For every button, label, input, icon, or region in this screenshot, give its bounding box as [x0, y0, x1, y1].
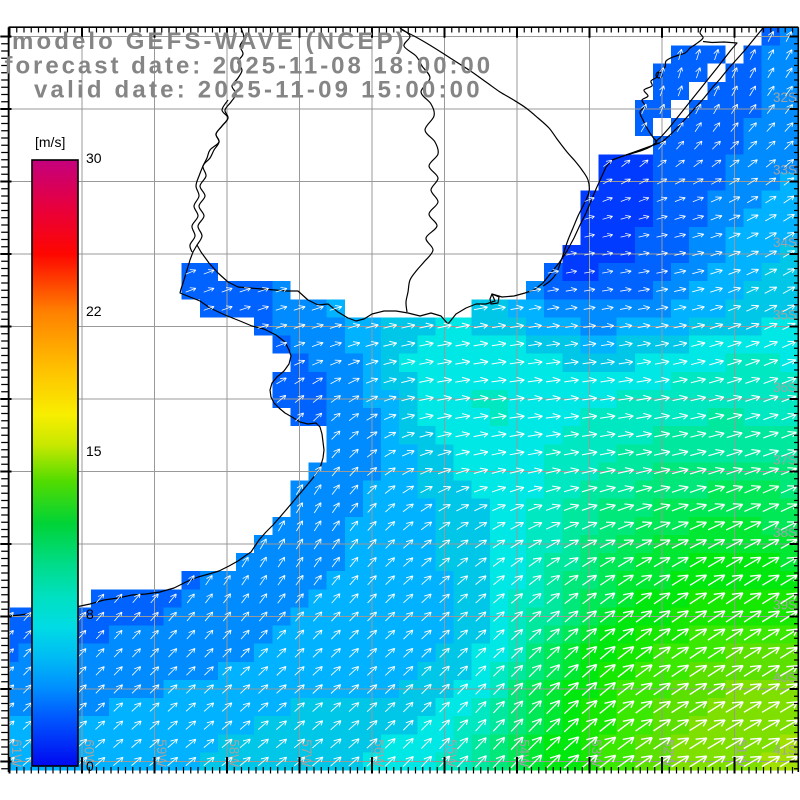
svg-text:34S: 34S [773, 235, 797, 250]
svg-text:57W: 57W [299, 739, 314, 767]
svg-text:40S: 40S [773, 670, 797, 685]
svg-text:[m/s]: [m/s] [35, 134, 65, 150]
svg-text:forecast date: 2025-11-08 18:0: forecast date: 2025-11-08 18:00:00 [5, 53, 494, 80]
svg-text:33S: 33S [773, 163, 797, 178]
svg-text:30: 30 [86, 150, 102, 166]
svg-text:38S: 38S [773, 525, 797, 540]
svg-text:valid date: 2025-11-09 15:00:0: valid date: 2025-11-09 15:00:00 [34, 77, 483, 104]
svg-text:58W: 58W [227, 739, 242, 767]
svg-text:51W: 51W [734, 739, 749, 767]
svg-text:55W: 55W [444, 739, 459, 767]
svg-text:36S: 36S [773, 380, 797, 395]
svg-text:52W: 52W [662, 739, 677, 767]
svg-text:54W: 54W [517, 739, 532, 767]
svg-text:53W: 53W [589, 739, 604, 767]
svg-text:37S: 37S [773, 453, 797, 468]
svg-text:8: 8 [86, 606, 94, 622]
svg-text:61W: 61W [9, 739, 24, 767]
svg-text:15: 15 [86, 443, 102, 459]
svg-text:39S: 39S [773, 598, 797, 613]
svg-text:41S: 41S [773, 743, 797, 758]
svg-text:0: 0 [86, 758, 94, 774]
svg-text:59W: 59W [154, 739, 169, 767]
svg-text:32S: 32S [773, 90, 797, 105]
svg-text:22: 22 [86, 303, 102, 319]
svg-text:modelo GEFS-WAVE (NCEP): modelo GEFS-WAVE (NCEP) [12, 28, 407, 55]
svg-text:35S: 35S [773, 308, 797, 323]
svg-text:56W: 56W [372, 739, 387, 767]
